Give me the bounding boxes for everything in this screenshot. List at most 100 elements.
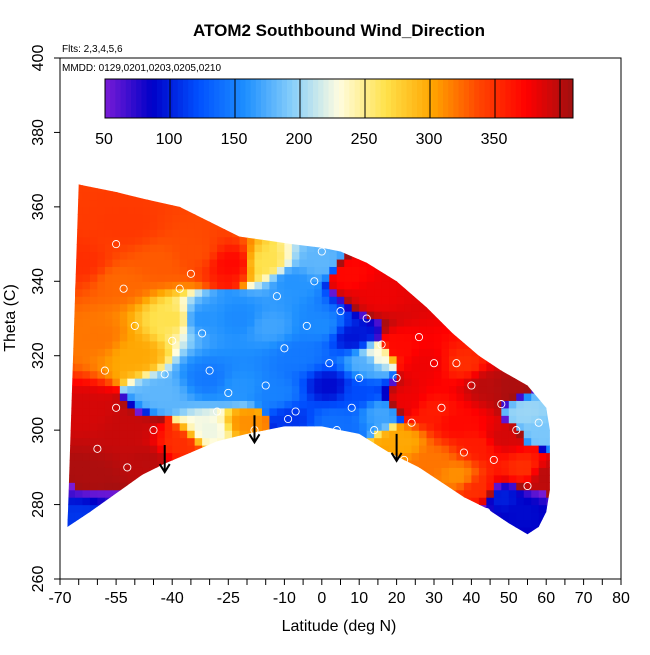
sample-point — [407, 418, 416, 427]
heatmap-cell — [89, 482, 98, 491]
heatmap-cell — [209, 273, 218, 282]
heatmap-cell — [493, 370, 502, 379]
heatmap-cell — [232, 281, 241, 290]
heatmap-cell — [142, 303, 151, 312]
heatmap-cell — [82, 214, 91, 223]
heatmap-cell — [396, 452, 405, 461]
heatmap-cell — [104, 206, 113, 215]
colorbar-segment — [349, 79, 356, 118]
heatmap-cell — [478, 459, 487, 468]
heatmap-cell — [538, 467, 547, 476]
heatmap-cell — [194, 422, 203, 431]
heatmap-cell — [67, 497, 76, 506]
heatmap-cell — [194, 318, 203, 327]
heatmap-cell — [396, 340, 405, 349]
heatmap-cell — [164, 251, 173, 260]
heatmap-cell — [239, 258, 248, 267]
heatmap-cell — [538, 474, 547, 483]
heatmap-cell — [276, 325, 285, 334]
heatmap-cell — [434, 430, 443, 439]
heatmap-cell — [202, 244, 211, 253]
colorbar-segment — [125, 79, 132, 118]
heatmap-cell — [314, 348, 323, 357]
heatmap-cell — [531, 415, 540, 424]
heatmap-cell — [157, 459, 166, 468]
heatmap-cell — [202, 422, 211, 431]
heatmap-cell — [67, 504, 76, 513]
colorbar-segment — [370, 79, 376, 118]
heatmap-cell — [187, 251, 196, 260]
heatmap-cell — [284, 251, 293, 260]
heatmap-cell — [74, 452, 84, 461]
heatmap-cell — [74, 236, 84, 245]
colorbar-segment — [183, 79, 189, 118]
colorbar-segment — [177, 79, 184, 118]
heatmap-cell — [172, 288, 181, 297]
heatmap-cell — [434, 378, 443, 387]
heatmap-cell — [164, 214, 173, 223]
heatmap-cell — [224, 333, 233, 342]
heatmap-cell — [381, 370, 390, 379]
heatmap-cell — [501, 378, 510, 387]
colorbar-segment — [105, 79, 111, 118]
heatmap-cell — [419, 422, 428, 431]
heatmap-cell — [179, 325, 188, 334]
heatmap-cell — [448, 422, 458, 431]
heatmap-cell — [478, 430, 487, 439]
heatmap-cell — [157, 258, 166, 267]
heatmap-cell — [164, 348, 173, 357]
heatmap-cell — [269, 363, 278, 372]
heatmap-cell — [448, 348, 458, 357]
heatmap-cell — [104, 445, 113, 454]
heatmap-cell — [202, 385, 211, 394]
heatmap-cell — [209, 303, 218, 312]
heatmap-cell — [179, 392, 188, 401]
heatmap-cell — [104, 489, 113, 498]
heatmap-cell — [224, 296, 233, 305]
heatmap-cell — [336, 333, 345, 342]
heatmap-cell — [239, 392, 248, 401]
heatmap-cell — [501, 400, 510, 409]
heatmap-cell — [82, 281, 91, 290]
sample-point — [512, 426, 521, 435]
heatmap-cell — [142, 236, 151, 245]
heatmap-cell — [523, 526, 532, 535]
heatmap-cell — [232, 407, 241, 416]
colorbar-segment — [448, 79, 454, 118]
heatmap-cell — [247, 266, 256, 275]
heatmap-cell — [336, 266, 345, 275]
heatmap-cell — [119, 273, 128, 282]
heatmap-cell — [344, 311, 353, 320]
heatmap-cell — [127, 437, 136, 446]
heatmap-cell — [426, 467, 435, 476]
heatmap-cell — [89, 459, 98, 468]
heatmap-cell — [142, 392, 151, 401]
heatmap-cell — [254, 266, 263, 275]
heatmap-cell — [149, 445, 158, 454]
heatmap-cell — [366, 273, 375, 282]
heatmap-cell — [209, 363, 218, 372]
heatmap-cell — [389, 333, 398, 342]
heatmap-cell — [321, 281, 330, 290]
heatmap-cell — [247, 370, 256, 379]
heatmap-cell — [508, 445, 517, 454]
heatmap-cell — [419, 415, 428, 424]
heatmap-cell — [359, 363, 368, 372]
y-tick-label: 320 — [30, 342, 47, 369]
heatmap-cell — [127, 273, 136, 282]
heatmap-cell — [172, 333, 181, 342]
heatmap-cell — [254, 407, 263, 416]
heatmap-cell — [209, 318, 218, 327]
heatmap-cell — [344, 303, 353, 312]
heatmap-cell — [508, 422, 517, 431]
heatmap-cell — [516, 407, 525, 416]
heatmap-cell — [284, 325, 293, 334]
heatmap-cell — [359, 392, 368, 401]
heatmap-cell — [516, 385, 525, 394]
heatmap-cell — [389, 363, 398, 372]
heatmap-cell — [142, 363, 151, 372]
heatmap-cell — [396, 288, 405, 297]
heatmap-cell — [299, 266, 308, 275]
heatmap-cell — [127, 400, 136, 409]
heatmap-cell — [456, 340, 465, 349]
